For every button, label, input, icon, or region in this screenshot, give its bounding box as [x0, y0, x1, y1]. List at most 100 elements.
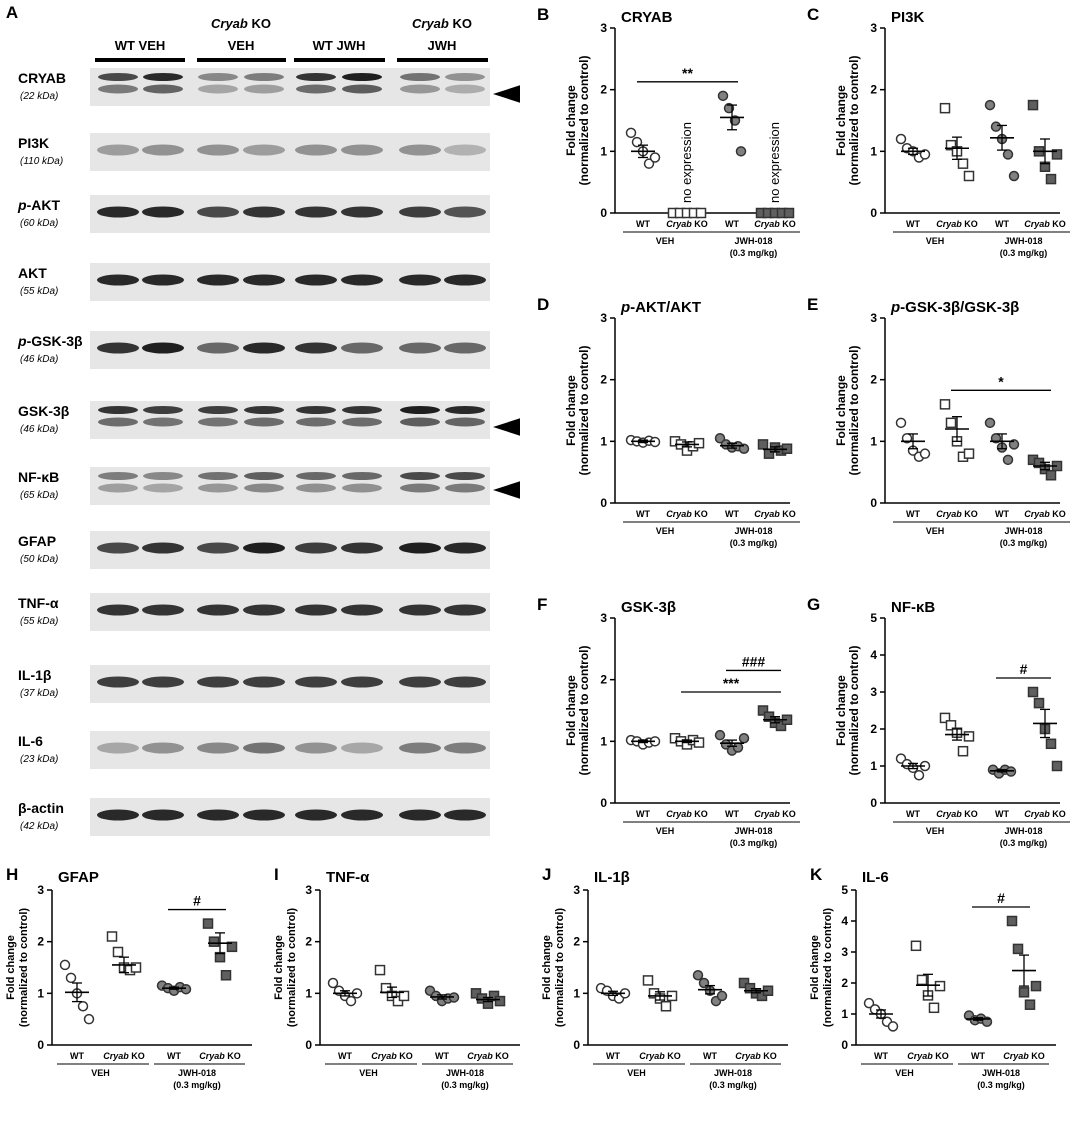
data-point [732, 742, 744, 753]
data-point [1002, 149, 1014, 160]
y-axis-label: (normalized to control) [822, 908, 834, 1028]
y-tick-label: 3 [600, 311, 607, 325]
data-point [643, 158, 655, 169]
blot-row-label: p-AKT [17, 197, 60, 213]
blot-row-kda: (22 kDa) [20, 91, 58, 102]
x-group-label-rest: KO [692, 509, 708, 519]
dose-label: (0.3 mg/kg) [730, 248, 778, 258]
data-point [916, 974, 928, 986]
x-group-label: WT [725, 509, 739, 519]
blot-group-bar [95, 58, 185, 62]
western-blot-panel: A WT VEH Cryab KO VEH WT JWH Cryab KO JWH CRYAB… [0, 0, 527, 850]
y-tick-label: 3 [870, 311, 877, 325]
blot-band [399, 604, 441, 616]
blot-group-bar [197, 58, 286, 62]
x-group-label: Cryab KO [103, 1051, 145, 1061]
data-point [895, 133, 907, 145]
chart-title: TNF-α [326, 869, 370, 886]
blot-row-kda: (46 kDa) [20, 354, 58, 365]
data-point [913, 770, 925, 781]
x-group-label-italic: Cryab [936, 809, 962, 819]
significance-label: *** [723, 675, 740, 691]
x-group-label: WT [971, 1051, 985, 1061]
data-point [716, 990, 728, 1002]
blot-row-kda: (110 kDa) [20, 156, 63, 167]
blot-band [445, 73, 485, 81]
dose-label: (0.3 mg/kg) [1000, 838, 1048, 848]
x-group-label: WT [995, 509, 1009, 519]
x-group-label: WT [725, 219, 739, 229]
arrowhead-icon [493, 479, 527, 501]
chart-title: IL-1β [594, 869, 630, 886]
x-group-label: WT [995, 809, 1009, 819]
y-axis-label: Fold change [541, 935, 553, 1000]
jwh-label: JWH-018 [734, 826, 772, 836]
blot-band [143, 417, 183, 427]
panel-c: C PI3K 0 1 2 3 Fold change (normalized to contr… [805, 0, 1072, 290]
y-tick-label: 0 [573, 1038, 580, 1052]
data-point [910, 940, 922, 952]
y-axis-label: Fold change [273, 935, 285, 1000]
data-point [1002, 454, 1014, 466]
y-tick-label: 1 [573, 986, 580, 1000]
x-group-label-rest: KO [1050, 219, 1066, 229]
blot-band [198, 483, 238, 493]
blot-band [296, 73, 336, 81]
y-tick-label: 2 [600, 83, 607, 97]
blot-band [243, 144, 285, 156]
blot-band [445, 472, 485, 480]
x-group-label: Cryab KO [754, 809, 796, 819]
blot-band [142, 144, 184, 156]
data-point [934, 980, 946, 992]
y-tick-label: 1 [841, 1007, 848, 1021]
blot-band [97, 742, 139, 754]
blot-group-bar [294, 58, 385, 62]
blot-group-bar [397, 58, 488, 62]
data-point [692, 970, 704, 981]
data-point [984, 99, 996, 111]
x-group-label: Cryab KO [754, 219, 796, 229]
y-tick-label: 0 [600, 796, 607, 810]
data-point [226, 941, 238, 953]
x-group-label-italic: Cryab [666, 809, 692, 819]
data-point [963, 731, 975, 742]
y-tick-label: 1 [870, 144, 877, 158]
y-tick-label: 2 [600, 673, 607, 687]
y-axis-label: Fold change [834, 375, 848, 446]
y-tick-label: 1 [600, 434, 607, 448]
significance-label: * [998, 373, 1004, 389]
x-group-label: Cryab KO [1003, 1051, 1045, 1061]
x-group-label-italic: Cryab [199, 1051, 225, 1061]
blot-band [341, 542, 383, 554]
data-point [1008, 170, 1020, 182]
blot-band [445, 417, 485, 427]
blot-band [296, 406, 336, 414]
blot-row-kda: (50 kDa) [20, 554, 58, 565]
panel-letter: D [537, 295, 549, 314]
data-point [928, 1002, 940, 1014]
blot-row-label: CRYAB [18, 70, 66, 86]
blot-band [400, 84, 440, 94]
y-tick-label: 0 [305, 1038, 312, 1052]
no-expression-label: no expression [767, 122, 782, 203]
jwh-label: JWH-018 [714, 1068, 752, 1078]
x-group-label: Cryab KO [1024, 509, 1066, 519]
blot-band [197, 604, 239, 616]
data-point [757, 705, 769, 716]
blot-band [342, 406, 382, 414]
blot-band [400, 73, 440, 81]
data-point [1033, 697, 1045, 709]
y-axis-label: (normalized to control) [577, 646, 591, 776]
y-tick-label: 1 [870, 434, 877, 448]
x-group-label: Cryab KO [666, 809, 708, 819]
x-group-label: WT [906, 509, 920, 519]
x-group-label-rest: KO [962, 809, 978, 819]
blot-band [197, 274, 239, 286]
panel-letter: E [807, 295, 818, 314]
panel-j: J IL-1β 0 1 2 3 Fold change (normalized to cont… [536, 860, 804, 1126]
blot-band [243, 342, 285, 354]
y-tick-label: 5 [870, 611, 877, 625]
blot-band [243, 676, 285, 688]
blot-band [341, 742, 383, 754]
y-axis-label: (normalized to control) [577, 56, 591, 186]
